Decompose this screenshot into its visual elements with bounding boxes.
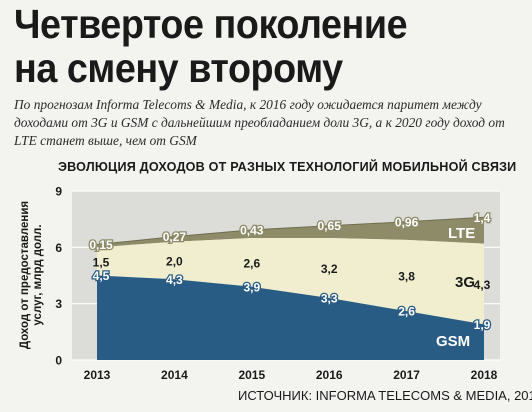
- data-label-gsm-2013: 4,5: [93, 269, 110, 283]
- page-subtitle: По прогнозам Informa Telecoms & Media, к…: [14, 97, 505, 148]
- data-label-3g-2013: 1,5: [93, 255, 110, 269]
- x-tick-label-2014: 2014: [161, 368, 188, 382]
- headline-line-2: на смену второму: [14, 45, 343, 91]
- series-name-lte: LTE: [448, 225, 475, 242]
- data-label-lte-2013: 0,15: [89, 238, 113, 252]
- data-label-3g-2015: 2,6: [243, 256, 260, 270]
- lte-area: [97, 217, 484, 248]
- x-tick-label-2016: 2016: [316, 368, 343, 382]
- y-tick-label-3: 3: [55, 297, 62, 311]
- x-tick-label-2018: 2018: [471, 368, 498, 382]
- lte-top-outline: [96, 216, 485, 246]
- chart-title: ЭВОЛЮЦИЯ ДОХОДОВ ОТ РАЗНЫХ ТЕХНОЛОГИЙ МО…: [58, 160, 517, 174]
- x-tick-label-2015: 2015: [238, 368, 265, 382]
- page-headline: Четвертое поколение на смену второму: [14, 1, 408, 91]
- data-label-lte-2017: 0,96: [395, 215, 419, 229]
- data-label-gsm-2018: 1,9: [474, 318, 491, 332]
- data-label-gsm-2015: 3,9: [243, 280, 260, 294]
- source-note: ИСТОЧНИК: INFORMA TELECOMS & MEDIA, 2013: [238, 388, 532, 403]
- data-label-3g-2017: 3,8: [398, 270, 415, 284]
- y-axis-title: Доход от предоставления услуг, млрд долл.: [19, 201, 44, 349]
- gsm-area: [97, 275, 484, 360]
- data-label-3g-2016: 3,2: [321, 262, 338, 276]
- headline-line-1: Четвертое поколение: [14, 1, 408, 47]
- data-label-gsm-2017: 2,6: [398, 305, 415, 319]
- data-label-3g-2014: 2,0: [166, 254, 183, 268]
- data-label-lte-2014: 0,27: [163, 230, 187, 244]
- data-label-lte-2016: 0,65: [318, 219, 342, 233]
- series-name-3g: 3G: [455, 274, 475, 291]
- data-label-gsm-2014: 4,3: [166, 273, 183, 287]
- y-tick-label-6: 6: [55, 241, 62, 255]
- y-axis-title-line-1: Доход от предоставления: [19, 201, 31, 349]
- data-label-gsm-2016: 3,3: [321, 292, 338, 306]
- y-tick-label-9: 9: [55, 185, 62, 199]
- data-label-lte-2018: 1,4: [474, 211, 491, 225]
- data-label-lte-2015: 0,43: [240, 223, 264, 237]
- x-tick-label-2013: 2013: [84, 368, 111, 382]
- y-axis-title-line-2: услуг, млрд долл.: [32, 224, 44, 325]
- y-tick-label-0: 0: [55, 354, 62, 368]
- x-tick-label-2017: 2017: [393, 368, 420, 382]
- data-label-3g-2018: 4,3: [474, 278, 491, 292]
- 3g-area: [97, 237, 484, 325]
- series-name-gsm: GSM: [436, 333, 470, 350]
